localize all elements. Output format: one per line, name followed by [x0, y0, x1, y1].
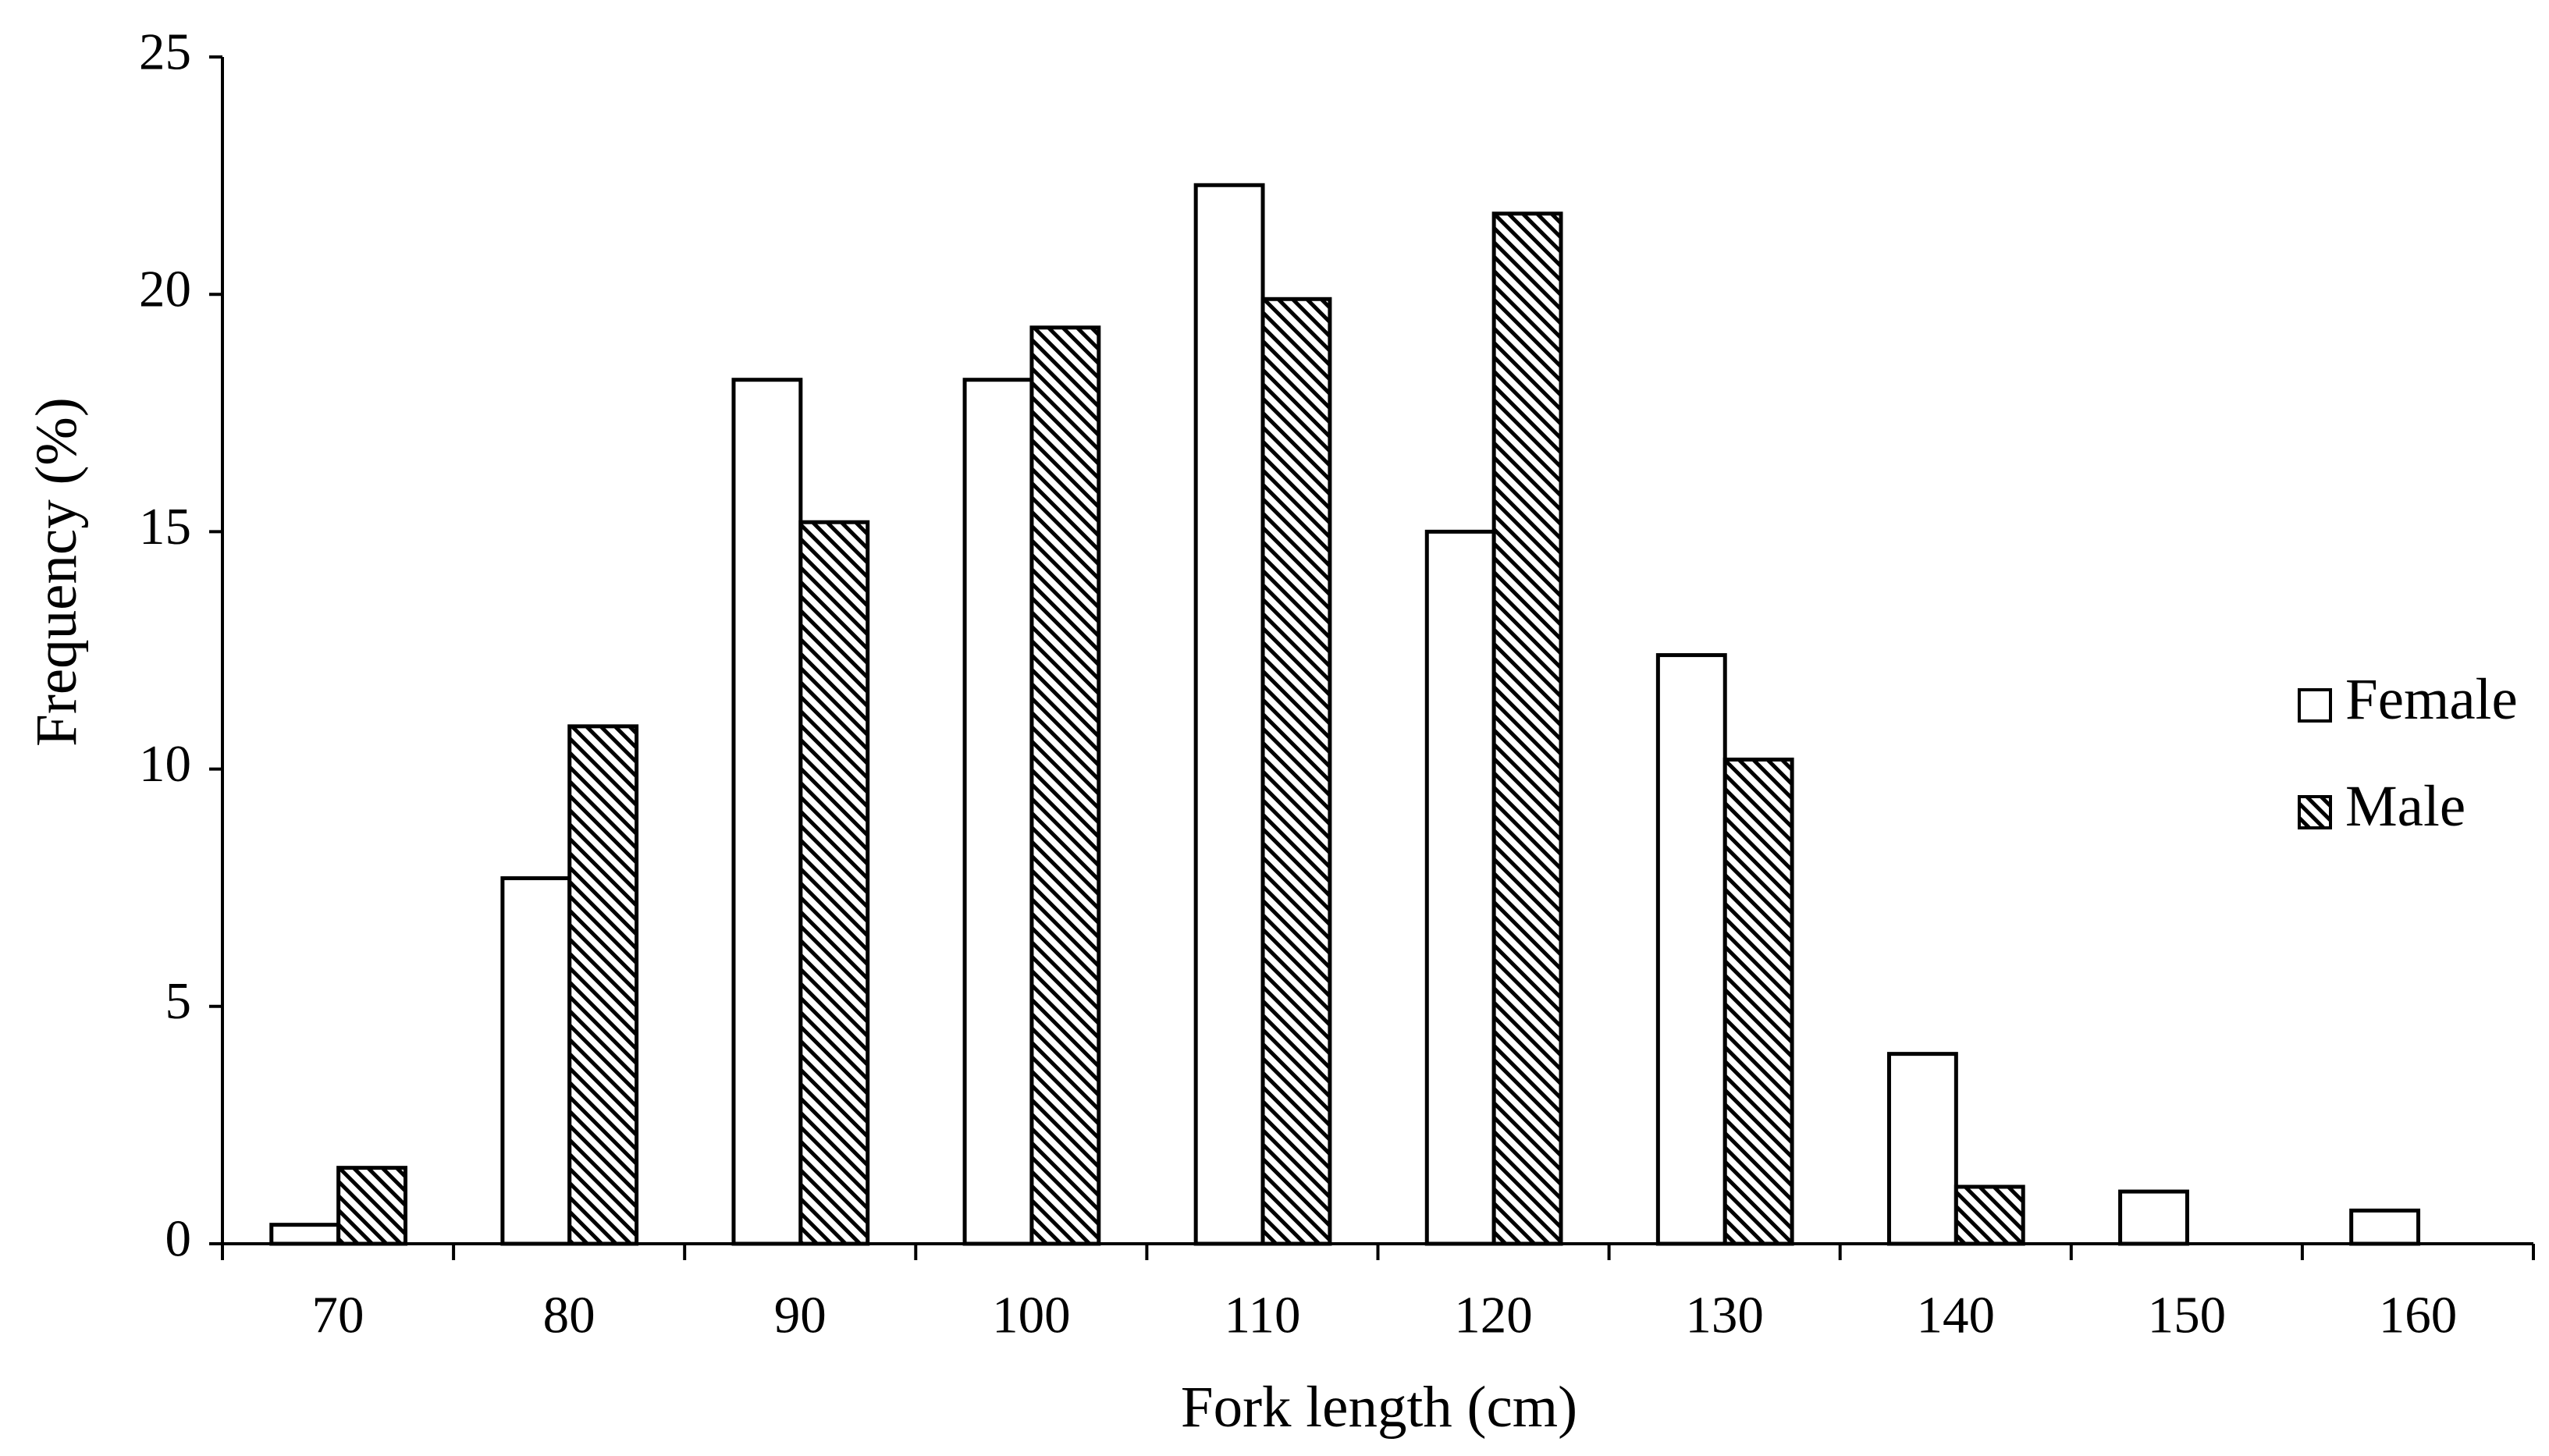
bar: [798, 520, 870, 1246]
x-axis-title: Fork length (cm): [1181, 1375, 1577, 1440]
bar: [731, 378, 803, 1246]
bar: [2118, 1189, 2189, 1246]
bar: [2349, 1208, 2421, 1246]
bar: [336, 1166, 408, 1246]
bar: [1424, 529, 1496, 1246]
x-tick-label: 150: [2148, 1286, 2227, 1344]
bar: [1193, 183, 1265, 1246]
legend-label: Male: [2345, 774, 2465, 839]
x-tick-label: 140: [1917, 1286, 1996, 1344]
bar: [1886, 1052, 1958, 1246]
y-tick-label: 25: [139, 23, 191, 80]
bar: [1655, 653, 1727, 1246]
bar: [1722, 757, 1794, 1246]
y-tick-label: 0: [165, 1209, 192, 1267]
x-tick-label: 120: [1454, 1286, 1533, 1344]
bar: [500, 876, 572, 1246]
legend-label: Female: [2345, 667, 2518, 732]
bar: [567, 724, 639, 1246]
bar: [1029, 325, 1101, 1246]
y-tick-label: 20: [139, 261, 191, 318]
x-tick-label: 130: [1685, 1286, 1764, 1344]
y-tick-label: 5: [165, 972, 192, 1030]
bar: [1954, 1184, 2025, 1246]
y-tick-label: 10: [139, 735, 191, 793]
legend-swatch: [2298, 688, 2332, 723]
y-tick-label: 15: [139, 498, 191, 556]
bar: [962, 378, 1034, 1246]
x-tick-label: 100: [992, 1286, 1071, 1344]
bar: [1491, 211, 1563, 1246]
bar: [269, 1223, 341, 1246]
x-tick-label: 80: [543, 1286, 595, 1344]
x-tick-label: 160: [2379, 1286, 2458, 1344]
bar: [1260, 297, 1332, 1246]
x-tick-label: 110: [1224, 1286, 1300, 1344]
y-axis-title: Frequency (%): [24, 397, 89, 747]
x-tick-label: 90: [774, 1286, 827, 1344]
legend-swatch: [2298, 795, 2332, 829]
x-tick-label: 70: [312, 1286, 364, 1344]
